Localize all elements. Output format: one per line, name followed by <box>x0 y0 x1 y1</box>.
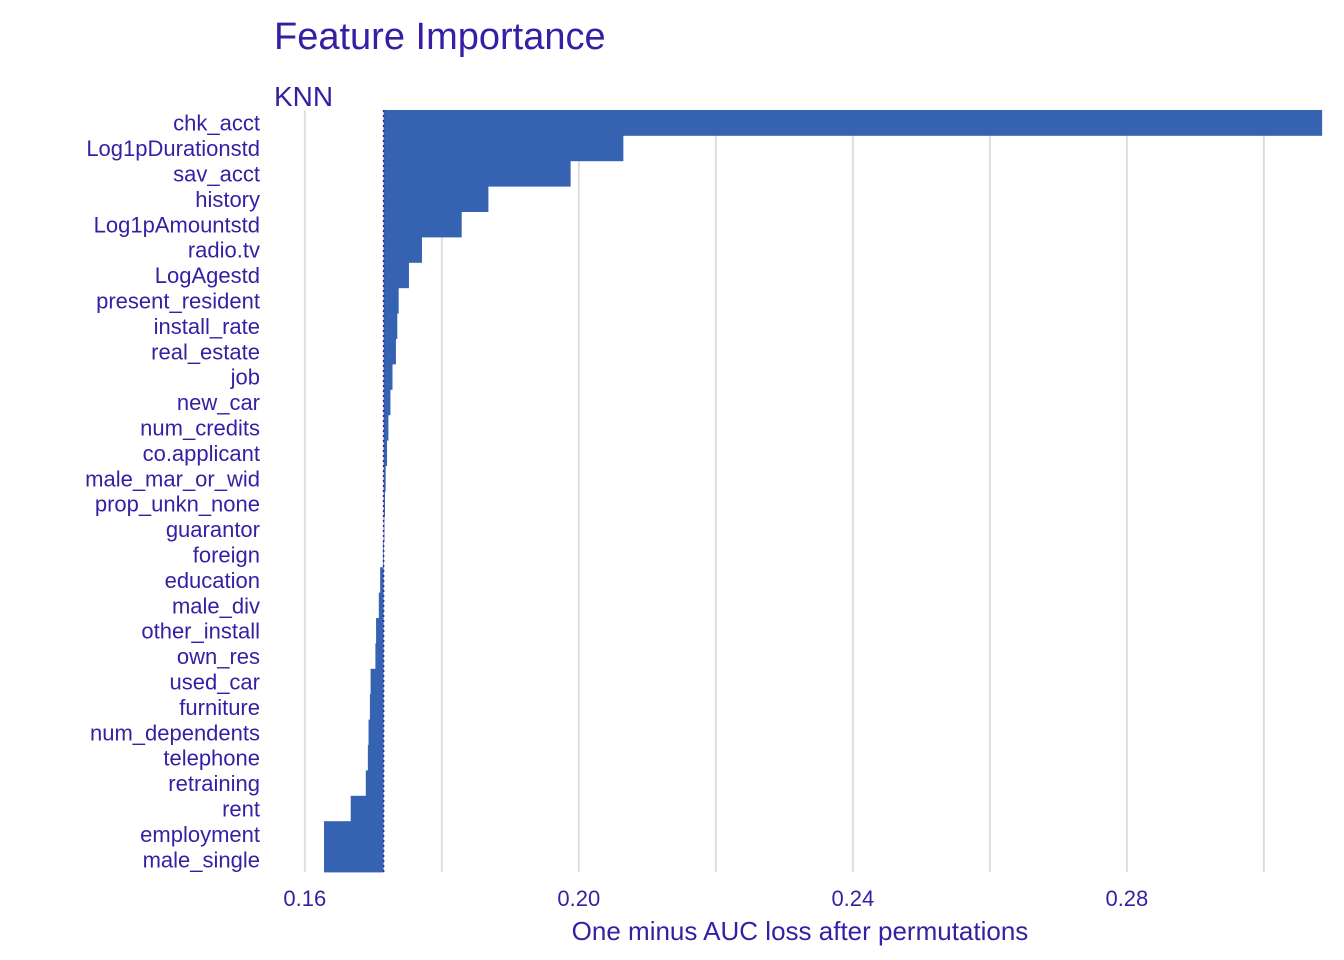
category-label-job: job <box>230 365 260 390</box>
category-label-retraining: retraining <box>168 771 260 796</box>
category-label-prop_unkn_none: prop_unkn_none <box>95 492 260 517</box>
category-label-radio.tv: radio.tv <box>188 238 260 263</box>
category-label-new_car: new_car <box>177 390 260 415</box>
bar-num_credits <box>383 414 389 441</box>
bar-male_div <box>378 592 384 619</box>
x-tick-label-2: 0.24 <box>831 886 874 911</box>
bar-employment <box>324 821 384 847</box>
category-label-male_div: male_div <box>172 593 260 618</box>
category-label-own_res: own_res <box>177 644 260 669</box>
category-label-history: history <box>195 187 260 212</box>
category-label-LogAgestd: LogAgestd <box>155 263 260 288</box>
category-label-num_credits: num_credits <box>140 416 260 441</box>
bar-other_install <box>376 618 384 644</box>
category-label-guarantor: guarantor <box>166 517 260 542</box>
category-label-sav_acct: sav_acct <box>173 162 260 187</box>
bar-foreign <box>382 541 384 568</box>
category-label-male_mar_or_wid: male_mar_or_wid <box>85 466 260 491</box>
bar-guarantor <box>383 516 385 543</box>
chart-subtitle: KNN <box>274 81 333 112</box>
category-label-present_resident: present_resident <box>96 289 260 314</box>
bar-co.applicant <box>383 440 388 466</box>
bar-radio.tv <box>383 237 422 263</box>
category-label-employment: employment <box>140 822 260 847</box>
category-label-foreign: foreign <box>193 543 260 568</box>
category-labels: chk_acctLog1pDurationstdsav_accthistoryL… <box>85 111 260 873</box>
category-label-telephone: telephone <box>163 746 260 771</box>
bar-new_car <box>383 389 391 416</box>
bar-install_rate <box>383 313 398 339</box>
category-label-num_dependents: num_dependents <box>90 720 260 745</box>
bar-male_mar_or_wid <box>383 465 386 492</box>
category-label-rent: rent <box>222 797 260 822</box>
category-label-other_install: other_install <box>141 619 260 644</box>
bar-telephone <box>367 745 384 771</box>
category-label-education: education <box>165 568 260 593</box>
bar-sav_acct <box>383 160 571 187</box>
category-label-Log1pDurationstd: Log1pDurationstd <box>86 136 260 161</box>
bar-num_dependents <box>368 719 384 746</box>
bar-Log1pDurationstd <box>383 135 624 162</box>
bar-present_resident <box>383 287 399 314</box>
bar-education <box>380 567 384 593</box>
bar-real_estate <box>383 338 396 365</box>
x-axis-title: One minus AUC loss after permutations <box>572 916 1029 946</box>
bars <box>324 110 1323 873</box>
x-tick-label-0: 0.16 <box>283 886 326 911</box>
chart-title: Feature Importance <box>274 16 606 58</box>
x-axis-ticks: 0.16 0.20 0.24 0.28 <box>283 886 1148 911</box>
category-label-used_car: used_car <box>169 670 260 695</box>
bar-prop_unkn_none <box>383 491 385 517</box>
category-label-Log1pAmountstd: Log1pAmountstd <box>94 212 260 237</box>
bar-history <box>383 186 489 212</box>
bar-furniture <box>369 694 384 720</box>
category-label-male_single: male_single <box>143 847 260 872</box>
bar-own_res <box>375 643 384 670</box>
bar-retraining <box>365 770 384 797</box>
category-label-chk_acct: chk_acct <box>173 111 260 136</box>
x-tick-label-3: 0.28 <box>1105 886 1148 911</box>
bar-chk_acct <box>383 110 1323 136</box>
category-label-furniture: furniture <box>179 695 260 720</box>
category-label-co.applicant: co.applicant <box>143 441 260 466</box>
bar-rent <box>350 795 384 822</box>
bar-LogAgestd <box>383 262 409 289</box>
bar-Log1pAmountstd <box>383 211 462 238</box>
x-tick-label-1: 0.20 <box>557 886 600 911</box>
category-label-install_rate: install_rate <box>154 314 260 339</box>
bar-used_car <box>370 668 384 695</box>
category-label-real_estate: real_estate <box>151 339 260 364</box>
bar-job <box>383 364 393 390</box>
bar-male_single <box>324 846 384 873</box>
